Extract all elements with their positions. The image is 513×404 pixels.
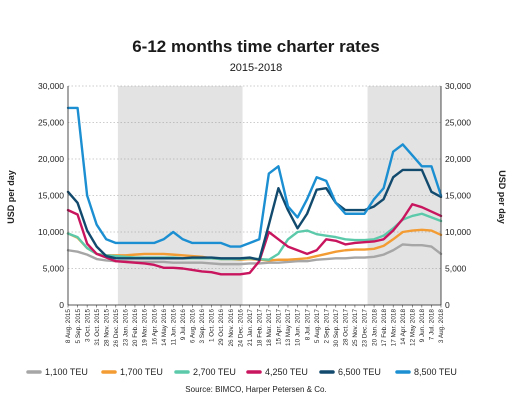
legend-label: 6,500 TEU [338, 367, 381, 377]
y-tick-right-0: 0 [445, 300, 450, 310]
y-axis-label-right: USD per day [497, 170, 507, 224]
x-tick-label: 8 Aug. 2015 [65, 309, 72, 344]
chart-title: 6-12 months time charter rates [132, 37, 380, 56]
legend-label: 2,700 TEU [193, 367, 236, 377]
x-tick-label: 18 Mar. 2017 [266, 309, 273, 347]
y-tick-left-10000: 10,000 [38, 227, 64, 237]
y-tick-right-30000: 30,000 [445, 81, 471, 91]
x-tick-label: 26 Nov. 2016 [228, 309, 235, 347]
y-tick-right-25000: 25,000 [445, 118, 471, 128]
x-tick-label: 5 Sep. 2015 [75, 309, 82, 344]
x-tick-label: 8 Jul. 2017 [304, 309, 311, 341]
x-tick-label: 1 Oct. 2016 [209, 309, 216, 342]
x-tick-label: 24 Dec. 2016 [237, 309, 244, 347]
x-tick-label: 29 Oct. 2016 [218, 309, 225, 346]
x-tick-label: 9 Jul. 2016 [180, 309, 187, 341]
x-tick-label: 15 Apr. 2017 [276, 309, 283, 345]
x-tick-label: 17 Mar. 2018 [390, 309, 397, 347]
x-tick-label: 23 Dec. 2017 [362, 309, 369, 347]
y-tick-left-30000: 30,000 [38, 81, 64, 91]
x-tick-label: 7 Jul. 2018 [429, 309, 436, 341]
x-tick-label: 14 May 2016 [161, 309, 168, 346]
x-tick-label: 20 Feb. 2016 [132, 309, 139, 347]
legend-label: 1,700 TEU [120, 367, 163, 377]
x-tick-label: 26 Dec. 2015 [113, 309, 120, 347]
x-tick-label: 16 Apr. 2016 [151, 309, 158, 345]
y-tick-right-10000: 10,000 [445, 227, 471, 237]
y-tick-left-25000: 25,000 [38, 118, 64, 128]
x-tick-label: 21 Jan. 2017 [247, 309, 254, 346]
x-tick-label: 17 Feb. 2018 [381, 309, 388, 347]
legend-label: 8,500 TEU [414, 367, 457, 377]
y-tick-left-15000: 15,000 [38, 191, 64, 201]
x-tick-label: 18 Feb. 2017 [256, 309, 263, 347]
series-lines [66, 106, 443, 276]
x-tick-label: 5 Aug. 2017 [314, 309, 321, 344]
x-tick-label: 20 Jan. 2018 [371, 309, 378, 346]
y-tick-right-5000: 5,000 [445, 264, 467, 274]
x-tick-label: 6 Aug. 2016 [190, 309, 197, 344]
x-tick-label: 2 Sep. 2017 [323, 309, 330, 344]
x-tick-label: 31 Oct. 2015 [94, 309, 101, 346]
x-tick-label: 23 Jan. 2016 [123, 309, 130, 346]
y-axis-right-ticks: 0 5,000 10,000 15,000 20,000 25,000 30,000 [445, 81, 471, 310]
y-tick-left-0: 0 [59, 300, 64, 310]
x-tick-label: 28 Nov. 2015 [103, 309, 110, 347]
series-line-4 [66, 203, 443, 276]
x-tick-label: 9 Jun. 2018 [419, 309, 426, 343]
series-line-5 [66, 168, 443, 261]
x-tick-label: 3 Oct. 2015 [84, 309, 91, 342]
source-note: Source: BIMCO, Harper Petersen & Co. [185, 385, 326, 394]
y-tick-left-20000: 20,000 [38, 154, 64, 164]
y-axis-left-ticks: 0 5,000 10,000 15,000 20,000 25,000 30,000 [38, 81, 64, 310]
x-tick-label: 3 Aug. 2018 [438, 309, 445, 344]
y-axis-label-left: USD per day [6, 170, 16, 224]
x-tick-label: 30 Sep. 2017 [333, 309, 340, 347]
x-tick-label: 11 Jun. 2016 [170, 309, 177, 346]
x-tick-label: 12 May 2018 [410, 309, 417, 346]
x-tick-label: 10 Jun. 2017 [295, 309, 302, 346]
y-tick-left-5000: 5,000 [43, 264, 65, 274]
legend-label: 1,100 TEU [45, 367, 88, 377]
x-tick-label: 13 May 2017 [285, 309, 292, 346]
x-tick-label: 3 Sep. 2016 [199, 309, 206, 344]
series-line-6 [66, 106, 443, 248]
x-axis-ticks: 8 Aug. 2015 5 Sep. 2015 3 Oct. 2015 31 Oct.… [65, 305, 445, 347]
axes [67, 86, 442, 306]
x-tick-label: 25 Nov. 2017 [352, 309, 359, 347]
x-tick-label: 14 Apr. 2018 [400, 309, 407, 345]
y-tick-right-15000: 15,000 [445, 191, 471, 201]
legend: 1,100 TEU 1,700 TEU 2,700 TEU 4,250 TEU 6,50… [26, 367, 457, 377]
x-tick-label: 19 Mar. 2016 [142, 309, 149, 347]
y-tick-right-20000: 20,000 [445, 154, 471, 164]
chart-subtitle: 2015-2018 [230, 62, 283, 74]
x-tick-label: 28 Oct. 2017 [343, 309, 350, 346]
legend-label: 4,250 TEU [265, 367, 308, 377]
